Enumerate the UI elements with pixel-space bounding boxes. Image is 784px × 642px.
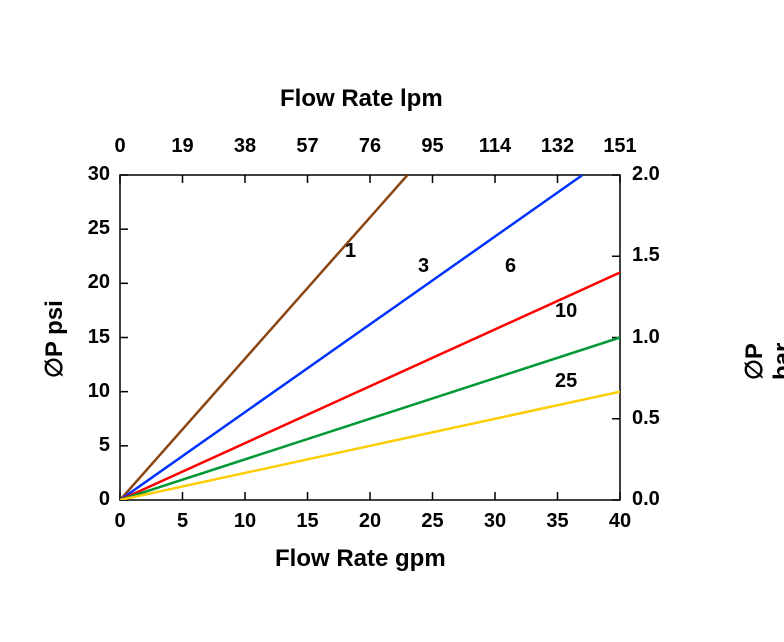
yl-tick-30: 30 bbox=[65, 163, 110, 186]
xb-tick-25: 25 bbox=[408, 510, 458, 533]
yl-tick-20: 20 bbox=[65, 271, 110, 294]
yl-tick-25: 25 bbox=[65, 217, 110, 240]
yr-tick-1: 1.0 bbox=[632, 326, 682, 349]
xb-tick-5: 5 bbox=[158, 510, 208, 533]
xb-tick-40: 40 bbox=[595, 510, 645, 533]
xt-tick-114: 114 bbox=[465, 135, 525, 158]
xt-tick-0: 0 bbox=[90, 135, 150, 158]
pressure-flow-chart: Flow Rate lpm Flow Rate gpm ∅P psi ∅P ba… bbox=[0, 0, 784, 642]
xt-tick-132: 132 bbox=[528, 135, 588, 158]
xb-tick-20: 20 bbox=[345, 510, 395, 533]
yr-tick-2: 2.0 bbox=[632, 163, 682, 186]
xt-tick-19: 19 bbox=[153, 135, 213, 158]
yr-tick-0.5: 0.5 bbox=[632, 407, 682, 430]
series-label-10: 10 bbox=[555, 300, 577, 323]
series-6 bbox=[120, 273, 620, 501]
yr-tick-1.5: 1.5 bbox=[632, 244, 682, 267]
chart-svg bbox=[0, 0, 784, 642]
xt-tick-38: 38 bbox=[215, 135, 275, 158]
yl-tick-5: 5 bbox=[65, 434, 110, 457]
xt-tick-57: 57 bbox=[278, 135, 338, 158]
yl-tick-0: 0 bbox=[65, 488, 110, 511]
yr-tick-0: 0.0 bbox=[632, 488, 682, 511]
series-3 bbox=[120, 175, 583, 500]
xb-tick-30: 30 bbox=[470, 510, 520, 533]
xb-tick-10: 10 bbox=[220, 510, 270, 533]
xb-tick-15: 15 bbox=[283, 510, 333, 533]
series-label-25: 25 bbox=[555, 370, 577, 393]
series-label-6: 6 bbox=[505, 255, 516, 278]
yl-tick-10: 10 bbox=[65, 380, 110, 403]
xt-tick-151: 151 bbox=[590, 135, 650, 158]
series-label-1: 1 bbox=[345, 240, 356, 263]
series-1 bbox=[120, 175, 408, 500]
yl-tick-15: 15 bbox=[65, 326, 110, 349]
xb-tick-0: 0 bbox=[95, 510, 145, 533]
xt-tick-76: 76 bbox=[340, 135, 400, 158]
series-10 bbox=[120, 338, 620, 501]
series-label-3: 3 bbox=[418, 255, 429, 278]
xt-tick-95: 95 bbox=[403, 135, 463, 158]
xb-tick-35: 35 bbox=[533, 510, 583, 533]
